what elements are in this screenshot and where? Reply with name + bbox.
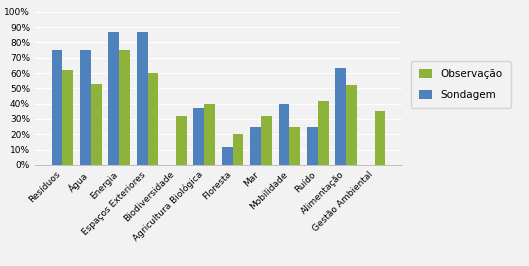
Bar	[52, 50, 62, 165]
Bar	[335, 68, 346, 165]
Bar	[194, 108, 204, 165]
Bar	[148, 73, 158, 165]
Bar	[136, 32, 148, 165]
Legend: Observação, Sondagem: Observação, Sondagem	[411, 61, 510, 108]
Bar	[176, 116, 187, 165]
Bar	[318, 101, 329, 165]
Bar	[204, 104, 215, 165]
Bar	[289, 127, 300, 165]
Bar	[279, 104, 289, 165]
Bar	[346, 85, 357, 165]
Bar	[307, 127, 318, 165]
Bar	[233, 134, 243, 165]
Bar	[261, 116, 272, 165]
Bar	[119, 50, 130, 165]
Bar	[108, 32, 119, 165]
Bar	[250, 127, 261, 165]
Bar	[62, 70, 73, 165]
Bar	[91, 84, 102, 165]
Bar	[80, 50, 91, 165]
Bar	[375, 111, 385, 165]
Bar	[222, 147, 233, 165]
